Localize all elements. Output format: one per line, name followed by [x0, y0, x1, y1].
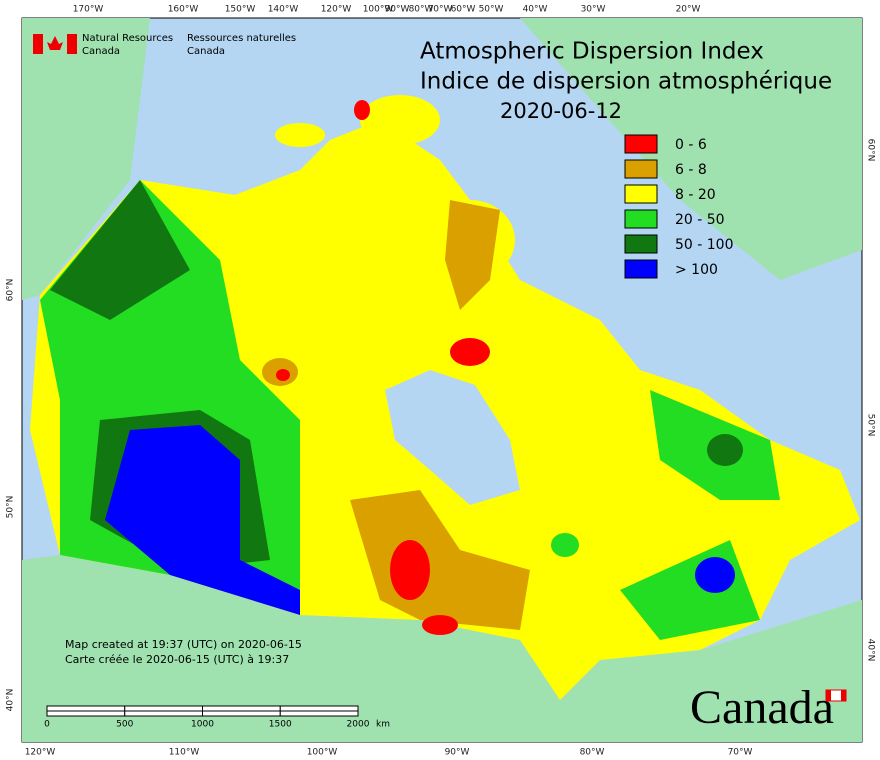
zone-6-8 — [445, 200, 500, 310]
flag-bar — [826, 690, 831, 701]
latitude-label: 60°N — [866, 139, 876, 162]
agency: Ressources naturelles — [187, 33, 296, 44]
legend-label: 20 - 50 — [675, 212, 725, 228]
latitude-label: 50°N — [866, 414, 876, 437]
scale-segment — [202, 710, 281, 717]
legend-label: 50 - 100 — [675, 237, 734, 253]
wordmark: Canada — [690, 681, 834, 734]
legend-swatch — [624, 209, 658, 229]
scale-segment — [202, 705, 281, 712]
title: Indice de dispersion atmosphérique — [420, 69, 832, 95]
island — [360, 95, 440, 145]
longitude-label: 150°W — [225, 5, 256, 15]
longitude-label: 90°W — [385, 5, 410, 15]
zone-0-6 — [450, 338, 490, 366]
scale-segment — [46, 710, 126, 717]
legend-label: 6 - 8 — [675, 162, 707, 178]
scale-label: 0 — [44, 720, 50, 730]
longitude-label: 120°W — [25, 748, 56, 758]
longitude-label: 110°W — [169, 748, 200, 758]
legend-swatch — [624, 159, 658, 179]
hudson-bay — [385, 370, 520, 505]
scale-label: 1000 — [191, 720, 214, 730]
zone-0-6 — [422, 615, 458, 635]
scale-segment — [279, 710, 359, 717]
longitude-label: 30°W — [581, 5, 606, 15]
agency: Canada — [82, 46, 120, 57]
title: Atmospheric Dispersion Index — [420, 39, 764, 65]
longitude-label: 70°W — [728, 748, 753, 758]
scale-label: 1500 — [269, 720, 292, 730]
zone-0-6 — [354, 100, 370, 120]
zone-0-6 — [390, 540, 430, 600]
alaska — [22, 18, 150, 300]
latitude-label: 40°N — [6, 689, 16, 712]
zone-over-100 — [695, 557, 735, 593]
legend-swatch — [624, 259, 658, 279]
zone-50-100 — [707, 434, 743, 466]
zone-over-100 — [105, 425, 300, 615]
island — [275, 123, 325, 147]
note: Carte créée le 2020-06-15 (UTC) à 19:37 — [65, 653, 289, 666]
date: 2020-06-12 — [500, 99, 622, 123]
latitude-label: 60°N — [6, 279, 16, 302]
legend-label: 0 - 6 — [675, 137, 707, 153]
scale-label: 500 — [116, 720, 133, 730]
scale-label: 2000 — [347, 720, 370, 730]
longitude-label: 80°W — [409, 5, 434, 15]
longitude-label: 80°W — [580, 748, 605, 758]
longitude-label: 100°W — [307, 748, 338, 758]
note: Map created at 19:37 (UTC) on 2020-06-15 — [65, 638, 302, 651]
scale-segment — [124, 705, 203, 712]
legend-label: 8 - 20 — [675, 187, 716, 203]
longitude-label: 120°W — [321, 5, 352, 15]
longitude-label: 100°W — [363, 5, 394, 15]
flag-bar — [841, 690, 846, 701]
scale-segment — [124, 710, 203, 717]
scale-unit: km — [376, 720, 390, 730]
longitude-label: 60°W — [451, 5, 476, 15]
legend-swatch — [624, 234, 658, 254]
longitude-label: 40°W — [523, 5, 548, 15]
usa — [22, 555, 862, 742]
agency: Canada — [187, 46, 225, 57]
longitude-label: 70°W — [428, 5, 453, 15]
annotations: 0 - 6 6 - 8 8 - 20 20 - 50 50 - 100 > 100 170°… — [6, 5, 876, 758]
zone-20-50 — [551, 533, 579, 557]
scale-segment — [46, 705, 126, 712]
longitude-label: 50°W — [479, 5, 504, 15]
zone-0-6 — [276, 369, 290, 381]
scale-segment — [279, 705, 359, 712]
longitude-label: 140°W — [268, 5, 299, 15]
legend-label: > 100 — [675, 262, 718, 278]
agency: Natural Resources — [82, 33, 173, 44]
logo: Natural Resources Canada Ressources natu… — [33, 33, 296, 57]
longitude-label: 170°W — [73, 5, 104, 15]
longitude-label: 20°W — [676, 5, 701, 15]
zone-6-8 — [350, 490, 530, 630]
land — [22, 18, 862, 742]
latitude-label: 50°N — [6, 496, 16, 519]
flag-bar — [67, 34, 77, 54]
maple-leaf — [47, 36, 63, 50]
legend-swatch — [624, 184, 658, 204]
flag-bar — [33, 34, 43, 54]
greenland — [520, 18, 862, 280]
longitude-label: 90°W — [445, 748, 470, 758]
latitude-label: 40°N — [866, 639, 876, 662]
longitude-label: 160°W — [168, 5, 199, 15]
zone-50-100 — [50, 180, 190, 320]
legend-swatch — [624, 134, 658, 154]
